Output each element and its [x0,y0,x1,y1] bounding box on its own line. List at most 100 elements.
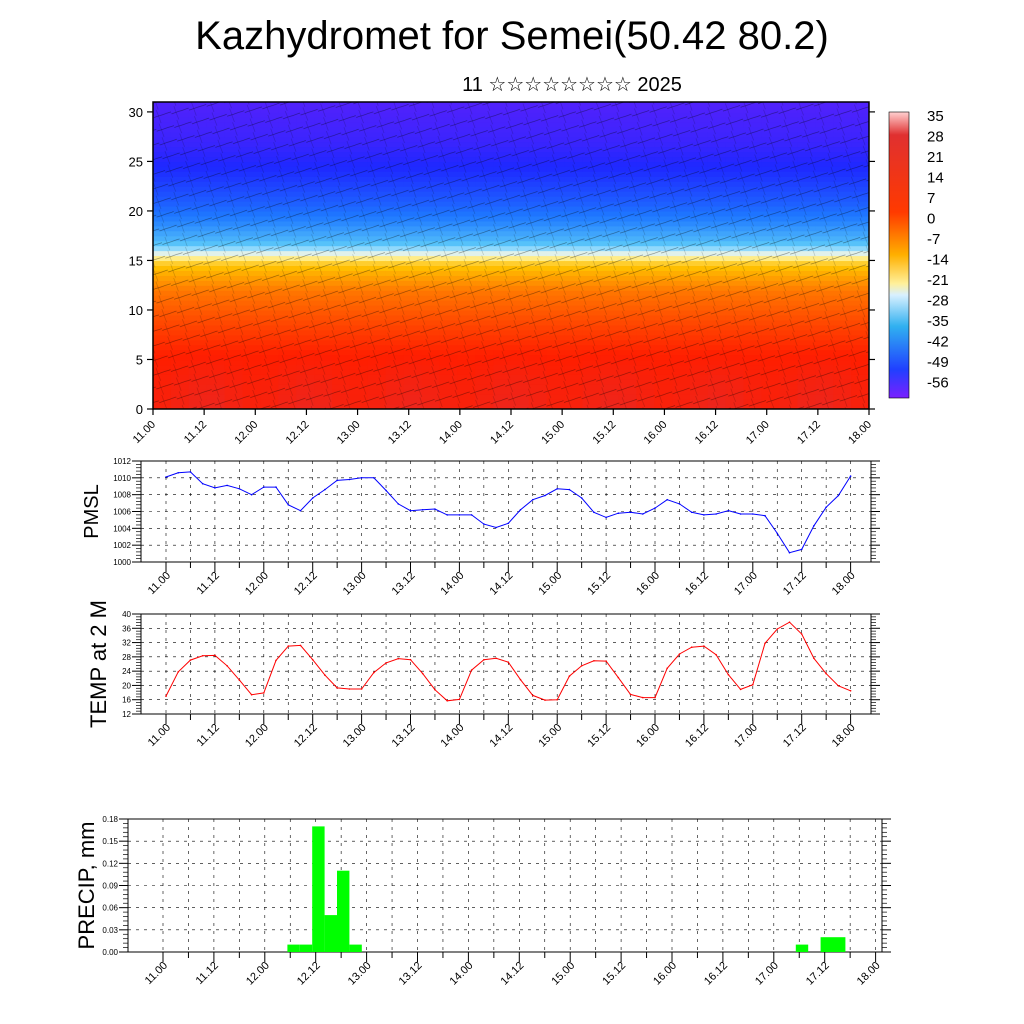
data-point [690,511,693,514]
data-point [434,508,436,510]
data-point [470,514,473,516]
data-point [495,657,497,660]
x-tick-label: 15.12 [590,419,618,447]
data-point [470,669,473,671]
data-point [311,658,314,661]
y-axis-label: TEMP at 2 M [86,600,111,728]
y-tick-label: 1004 [113,524,131,533]
data-point [287,645,290,647]
x-tick-label: 17.12 [804,960,832,988]
colorbar-label: -56 [927,375,949,392]
data-point [519,509,522,511]
data-point [165,476,167,478]
x-tick-label: 13.00 [341,722,369,750]
data-point [519,678,522,681]
y-tick-label: 20 [129,204,143,219]
chart-subtitle: 11 ☆☆☆☆☆☆☆☆ 2025 [462,74,682,96]
x-tick-label: 14.12 [488,419,516,447]
x-tick-label: 11.00 [146,570,173,597]
data-point [605,660,607,662]
colorbar-label: -35 [927,313,949,330]
data-point [703,645,705,647]
data-point [532,694,534,697]
data-point [593,511,595,514]
y-tick-label: 1010 [113,474,131,483]
data-point [348,478,351,481]
x-tick-label: 16.00 [634,570,662,598]
data-point [788,551,791,554]
y-axis-label: PRECIP, mm [74,822,99,950]
precip-bar [337,870,350,952]
data-point [825,672,827,675]
data-point [654,696,656,699]
x-tick-label: 11.00 [131,419,158,446]
data-point [776,628,779,630]
temp-panel: 12 16 20 24 28 32 36 40 11.00 11.12 12.00 12.12 13.0… [86,600,880,750]
data-point [336,687,338,689]
data-point [800,633,803,635]
data-point [825,506,827,509]
x-tick-label: 11.00 [143,960,170,987]
x-tick-label: 17.00 [744,419,772,447]
x-tick-label: 12.12 [292,570,320,598]
data-point [177,472,179,474]
x-tick-label: 13.12 [386,419,414,447]
data-point [837,494,840,497]
y-tick-label: 0.12 [102,859,118,868]
x-tick-label: 14.12 [498,960,526,988]
data-point [532,498,534,501]
x-tick-label: 15.12 [585,570,613,598]
x-tick-label: 18.00 [830,570,858,598]
x-tick-label: 16.12 [683,722,711,750]
y-tick-label: 15 [129,253,143,268]
y-tick-label: 20 [122,681,131,690]
x-tick-label: 15.12 [600,960,628,988]
x-tick-label: 17.00 [732,722,760,750]
data-point [263,486,265,488]
data-point [727,509,730,512]
colorbar-label: -42 [927,334,949,351]
data-point [739,513,742,515]
data-point [263,692,265,694]
x-tick-label: 11.12 [194,960,221,987]
precip-bar [349,944,362,952]
data-point [739,688,742,691]
data-point [556,698,558,701]
data-point [764,642,766,645]
data-point [642,696,644,699]
data-point [360,688,363,690]
x-tick-label: 14.00 [448,960,476,988]
x-tick-label: 11.00 [146,722,173,749]
y-tick-label: 1002 [113,541,131,550]
data-point [409,509,412,512]
y-tick-label: 0.06 [102,904,118,913]
data-point [250,493,253,496]
data-point [764,514,766,517]
data-point [214,487,216,489]
data-point [544,494,546,497]
x-tick-label: 12.12 [292,722,320,750]
x-tick-label: 15.12 [585,722,613,750]
data-point [752,683,754,686]
data-point [421,509,424,511]
panel-frame [140,460,872,563]
x-tick-label: 12.00 [244,960,272,988]
x-tick-label: 16.00 [642,419,670,447]
data-point [605,516,607,519]
data-point [483,523,485,525]
data-point [849,690,852,692]
y-tick-label: 0.15 [102,837,118,846]
data-point [287,504,290,506]
pmsl-panel: 1000 1002 1004 1006 1008 1010 1012 11.00 11.12 12… [81,457,880,598]
precip-bar [833,937,846,952]
colorbar-label: 14 [927,170,944,187]
data-point [226,665,228,667]
data-point [446,700,449,702]
data-point [800,548,803,551]
data-point [385,489,387,492]
y-tick-label: 25 [129,154,143,169]
data-point [629,693,632,696]
precip-bar [820,937,833,952]
cross-section-panel: 0 5 10 15 20 25 30 11.00 11.12 12.00 12.12 13.00 13.… [129,101,949,447]
series-line [165,471,852,554]
